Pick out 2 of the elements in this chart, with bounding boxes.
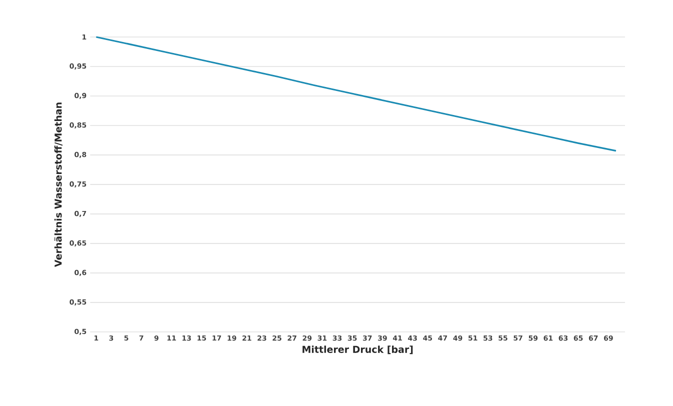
y-axis-title: Verhältnis Wasserstoff/Methan [54,102,62,268]
x-axis-title: Mittlerer Druck [bar] [302,346,413,354]
